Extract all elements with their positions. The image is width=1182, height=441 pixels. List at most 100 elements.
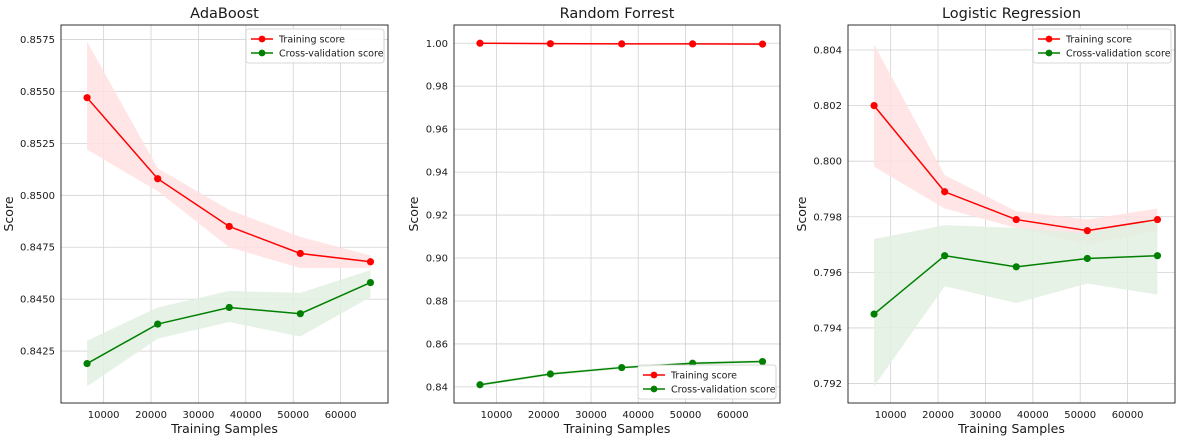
legend: Training score Cross-validation score bbox=[1032, 28, 1172, 64]
training-score-point bbox=[870, 102, 878, 110]
chart-title: AdaBoost bbox=[190, 6, 259, 22]
y-tick-label: 0.8500 bbox=[20, 191, 55, 202]
y-tick-label: 0.94 bbox=[426, 168, 448, 179]
training-score-point bbox=[296, 249, 304, 258]
y-axis-label: Score bbox=[406, 196, 421, 231]
x-tick-label: 50000 bbox=[670, 410, 702, 421]
training-score-point bbox=[83, 94, 91, 102]
y-tick-label: 0.86 bbox=[426, 339, 448, 350]
cv-score-point bbox=[758, 357, 767, 366]
x-tick-label: 10000 bbox=[88, 410, 120, 421]
legend-training-label: Training score bbox=[278, 34, 345, 45]
y-tick-label: 0.800 bbox=[813, 157, 842, 168]
y-tick-label: 0.8425 bbox=[20, 347, 55, 358]
x-tick-label: 10000 bbox=[481, 410, 513, 421]
cv-score-band bbox=[87, 270, 371, 387]
legend-cv-label: Cross-validation score bbox=[279, 48, 384, 59]
training-score-point bbox=[366, 258, 375, 266]
plot-frame bbox=[847, 24, 1176, 404]
x-axis-label: Training Samples bbox=[957, 421, 1065, 436]
training-score-point bbox=[476, 39, 484, 47]
legend-training-label: Training score bbox=[670, 370, 737, 381]
chart-panel-1: 10000 20000 30000 40000 50000 60000 0.8425 0.84… bbox=[1, 6, 389, 436]
cv-score-point bbox=[154, 320, 162, 328]
x-tick-label: 50000 bbox=[277, 410, 309, 421]
cv-score-band bbox=[874, 216, 1158, 387]
cv-score-point bbox=[941, 252, 949, 260]
x-tick-label: 20000 bbox=[528, 410, 560, 421]
y-tick-label: 0.96 bbox=[426, 125, 448, 136]
plot-frame bbox=[60, 24, 389, 404]
x-tick-label: 60000 bbox=[1112, 410, 1144, 421]
y-tick-label: 0.802 bbox=[813, 101, 842, 112]
y-tick-label: 0.8550 bbox=[20, 87, 55, 98]
cv-score-point bbox=[1153, 252, 1162, 260]
cv-score-point bbox=[870, 310, 878, 318]
x-tick-label: 40000 bbox=[622, 410, 654, 421]
x-tick-label: 60000 bbox=[325, 410, 357, 421]
y-tick-label: 0.8475 bbox=[20, 243, 55, 254]
training-score-point bbox=[154, 175, 162, 183]
y-tick-label: 0.84 bbox=[426, 382, 448, 393]
training-score-point bbox=[1012, 215, 1020, 224]
x-tick-label: 30000 bbox=[183, 410, 215, 421]
training-score-band bbox=[87, 41, 371, 268]
x-axis-label: Training Samples bbox=[170, 421, 278, 436]
y-tick-label: 1.00 bbox=[426, 39, 448, 50]
x-tick-label: 30000 bbox=[575, 410, 607, 421]
y-tick-label: 0.796 bbox=[813, 268, 842, 279]
cv-score-point bbox=[476, 381, 484, 389]
y-axis-label: Score bbox=[1, 196, 16, 231]
training-score-point bbox=[225, 222, 233, 231]
x-tick-label: 20000 bbox=[135, 410, 167, 421]
y-tick-label: 0.98 bbox=[426, 82, 448, 93]
legend-training-marker bbox=[1045, 35, 1053, 43]
legend-training-marker bbox=[650, 371, 658, 379]
training-score-point bbox=[941, 188, 949, 196]
y-tick-label: 0.88 bbox=[426, 296, 448, 307]
legend-cv-label: Cross-validation score bbox=[671, 384, 776, 395]
legend-box bbox=[637, 364, 777, 400]
cv-score-point bbox=[546, 370, 554, 378]
training-score-point bbox=[758, 40, 767, 48]
y-tick-label: 0.804 bbox=[813, 46, 842, 57]
cv-score-point bbox=[366, 278, 375, 287]
cv-score-point bbox=[618, 363, 626, 372]
training-score-point bbox=[1083, 227, 1091, 235]
x-tick-label: 20000 bbox=[922, 410, 954, 421]
cv-score-point bbox=[296, 310, 304, 318]
y-tick-label: 0.794 bbox=[813, 323, 842, 334]
training-score-point bbox=[688, 40, 697, 48]
x-tick-label: 60000 bbox=[717, 410, 749, 421]
y-tick-label: 0.8575 bbox=[20, 35, 55, 46]
y-tick-label: 0.8525 bbox=[20, 139, 55, 150]
x-tick-label: 40000 bbox=[1017, 410, 1049, 421]
training-score-point bbox=[618, 40, 626, 48]
chart-panel-2: 10000 20000 30000 40000 50000 60000 0.84 0.86 0.… bbox=[406, 6, 781, 436]
legend-box bbox=[1032, 28, 1172, 64]
x-tick-label: 40000 bbox=[230, 410, 262, 421]
legend-cv-marker bbox=[258, 49, 266, 57]
y-tick-label: 0.92 bbox=[426, 211, 448, 222]
legend-cv-marker bbox=[1045, 49, 1053, 57]
legend-cv-label: Cross-validation score bbox=[1066, 48, 1171, 59]
x-axis-label: Training Samples bbox=[563, 421, 671, 436]
training-score-point bbox=[1153, 215, 1162, 224]
y-tick-label: 0.8450 bbox=[20, 295, 55, 306]
plot-frame bbox=[453, 24, 781, 404]
cv-score-point bbox=[1083, 254, 1091, 263]
cv-score-point bbox=[1012, 263, 1020, 271]
legend-training-label: Training score bbox=[1065, 34, 1132, 45]
legend-training-marker bbox=[258, 35, 266, 43]
y-tick-label: 0.798 bbox=[813, 212, 842, 223]
training-score-point bbox=[546, 40, 554, 48]
legend-cv-marker bbox=[650, 385, 658, 393]
cv-score-point bbox=[225, 303, 233, 312]
legend-box bbox=[245, 28, 385, 64]
y-tick-label: 0.792 bbox=[813, 379, 842, 390]
cv-score-point bbox=[83, 359, 91, 368]
x-tick-label: 10000 bbox=[875, 410, 907, 421]
chart-panel-3: 10000 20000 30000 40000 50000 60000 0.792 0.794… bbox=[794, 6, 1176, 436]
training-score-band bbox=[874, 44, 1158, 245]
